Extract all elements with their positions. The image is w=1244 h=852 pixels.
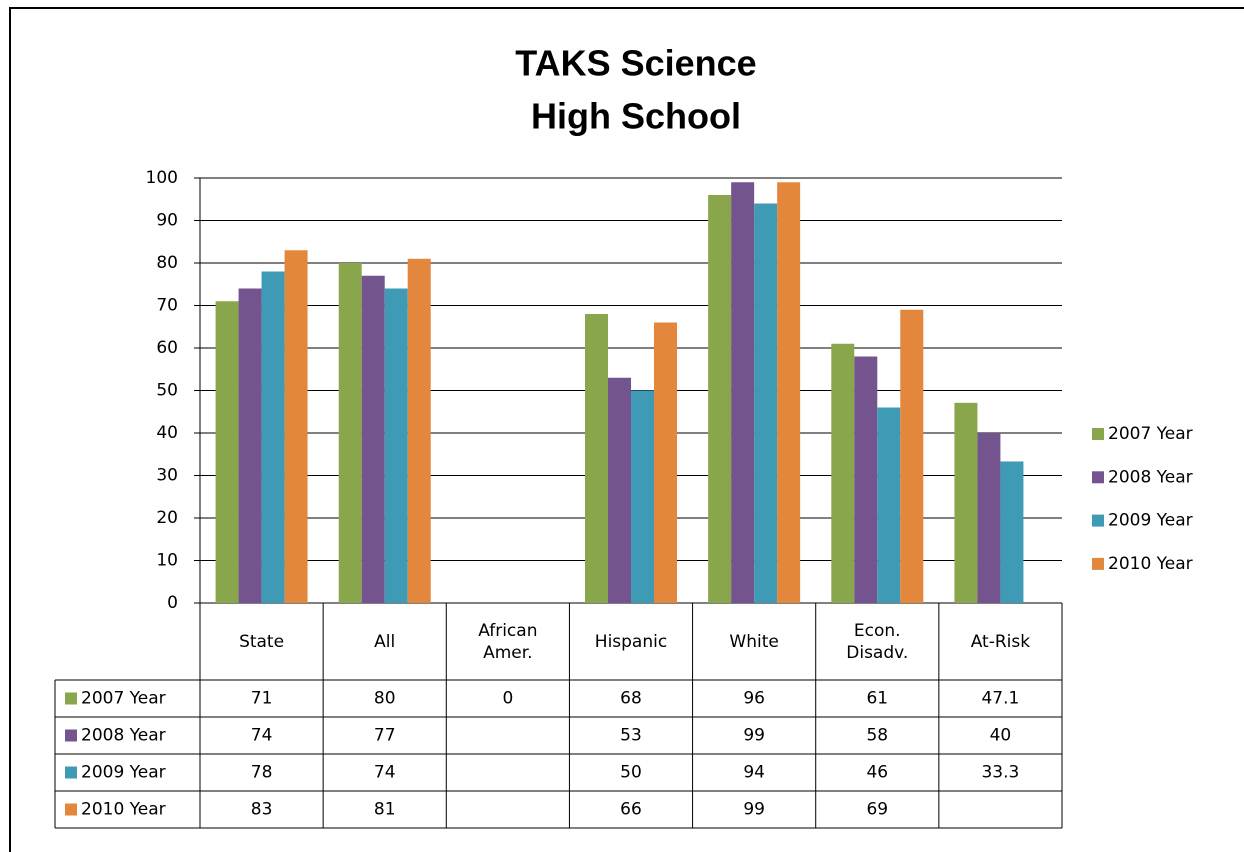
bar: [900, 309, 924, 603]
category-text: White: [729, 631, 779, 652]
legend-label: 2007 Year: [1108, 424, 1193, 444]
category-label: State: [200, 603, 323, 680]
y-tick-label: 0: [167, 593, 178, 613]
bar: [384, 288, 408, 603]
y-tick-label: 20: [156, 508, 178, 528]
category-text: At-Risk: [970, 631, 1031, 652]
table-value: 58: [866, 726, 888, 746]
table-row-label: 2007 Year: [81, 689, 166, 709]
legend-swatch: [1092, 428, 1104, 440]
table-value: 33.3: [981, 763, 1019, 783]
table-legend-swatch: [65, 766, 77, 779]
table-value: 46: [866, 763, 888, 783]
legend-swatch: [1092, 557, 1104, 570]
bar: [854, 356, 878, 603]
category-text: African Amer.: [478, 620, 538, 663]
bar: [731, 182, 755, 603]
table-row-label: 2010 Year: [81, 800, 166, 820]
category-text: State: [239, 631, 285, 652]
bar: [361, 275, 385, 603]
chart-title: TAKS Science: [515, 43, 756, 84]
table-legend-swatch: [65, 803, 77, 816]
legend-label: 2009 Year: [1108, 511, 1193, 531]
y-tick-label: 30: [156, 466, 178, 486]
bar: [284, 250, 308, 603]
bar: [215, 301, 239, 603]
table-value: 53: [620, 726, 642, 746]
bar: [654, 322, 677, 603]
table-value: 74: [251, 726, 273, 746]
table-value: 66: [620, 800, 642, 820]
y-tick-label: 60: [156, 338, 178, 358]
y-tick-label: 100: [146, 168, 178, 188]
category-text: Hispanic: [594, 631, 668, 652]
table-value: 96: [743, 689, 765, 709]
bar: [407, 258, 431, 603]
category-label: Econ. Disadv.: [816, 603, 939, 680]
table-value: 81: [374, 800, 396, 820]
table-value: 47.1: [981, 689, 1019, 709]
table-value: 83: [251, 800, 273, 820]
table-legend-swatch: [65, 729, 77, 742]
table-value: 69: [866, 800, 888, 820]
legend-label: 2008 Year: [1108, 467, 1193, 487]
table-value: 68: [620, 689, 642, 709]
category-label: African Amer.: [446, 603, 569, 680]
table-value: 77: [374, 726, 396, 746]
bar: [708, 195, 732, 603]
bar: [877, 407, 901, 603]
table-value: 50: [620, 763, 642, 783]
table-value: 74: [374, 763, 396, 783]
bar: [608, 377, 631, 603]
legend-swatch: [1092, 471, 1104, 484]
category-label: White: [693, 603, 816, 680]
table-value: 71: [251, 689, 273, 709]
bar: [585, 314, 608, 603]
category-label: At-Risk: [939, 603, 1062, 680]
category-text: All: [374, 631, 396, 652]
table-value: 99: [743, 726, 765, 746]
bar: [338, 263, 362, 603]
table-legend-swatch: [65, 692, 77, 705]
legend-label: 2010 Year: [1108, 554, 1193, 574]
y-tick-label: 90: [156, 211, 178, 231]
bar: [831, 343, 855, 603]
chart-subtitle: High School: [531, 96, 741, 137]
table-value: 80: [374, 689, 396, 709]
y-tick-label: 70: [156, 296, 178, 316]
bar: [631, 390, 654, 603]
bar: [754, 203, 778, 603]
y-tick-label: 10: [156, 551, 178, 571]
table-value: 94: [743, 763, 765, 783]
table-value: 40: [990, 726, 1012, 746]
bar: [238, 288, 262, 603]
legend-swatch: [1092, 514, 1104, 527]
category-label: All: [323, 603, 446, 680]
table-row-label: 2008 Year: [81, 726, 166, 746]
table-value: 99: [743, 800, 765, 820]
table-row-label: 2009 Year: [81, 763, 166, 783]
category-label: Hispanic: [569, 603, 692, 680]
bar: [261, 271, 285, 603]
table-value: 0: [502, 689, 513, 709]
table-value: 78: [251, 763, 273, 783]
y-tick-label: 40: [156, 423, 178, 443]
bar: [777, 182, 801, 603]
bar: [1000, 461, 1024, 603]
table-value: 61: [866, 689, 888, 709]
bar: [954, 402, 978, 603]
frame: [9, 7, 1244, 852]
bar: [977, 433, 1001, 603]
y-tick-label: 80: [156, 253, 178, 273]
category-text: Econ. Disadv.: [846, 620, 909, 663]
y-tick-label: 50: [156, 381, 178, 401]
